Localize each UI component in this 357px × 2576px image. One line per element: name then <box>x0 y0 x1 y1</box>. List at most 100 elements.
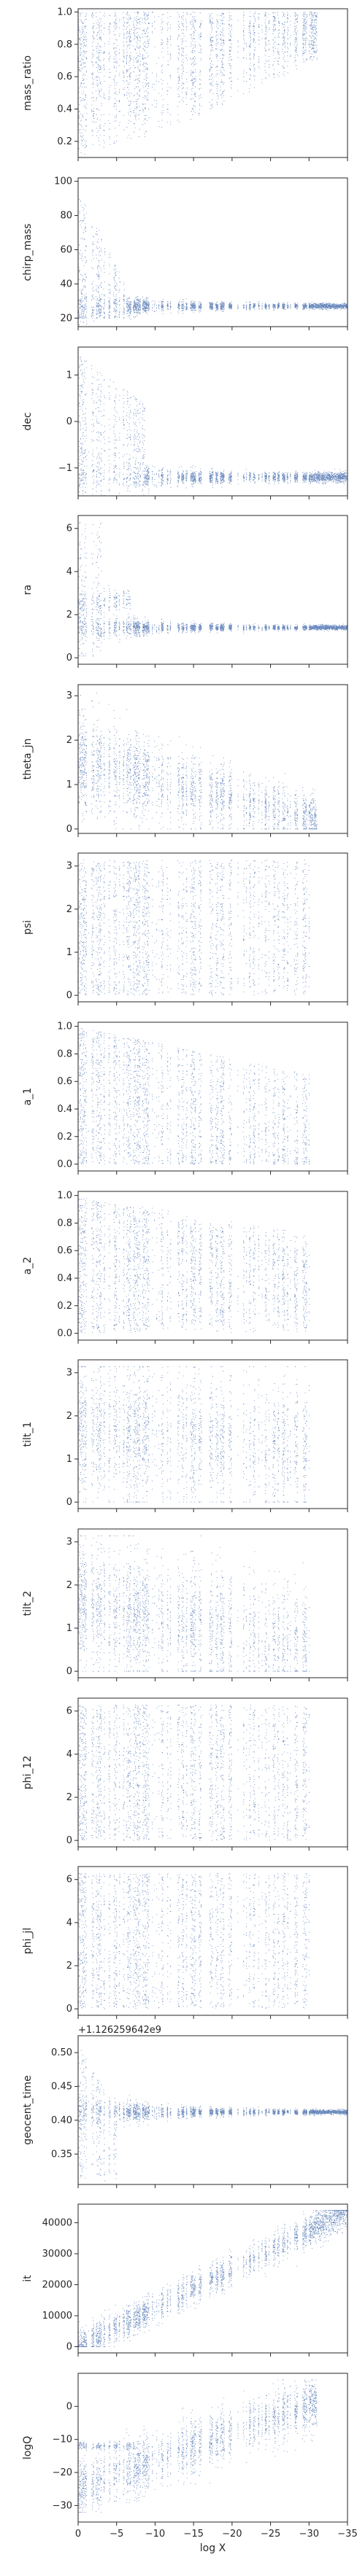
xlabel: log X <box>200 2542 226 2554</box>
panel-geocent_time: 0.35 0.40 0.45 0.50 geocent_time +1.126259642… <box>22 2025 348 2188</box>
xtick-label: −15 <box>183 2529 203 2540</box>
panel-dec: −1 0 1 dec <box>22 346 348 499</box>
scatter-points-dec <box>78 357 348 496</box>
ytick-label: 10000 <box>42 2311 72 2322</box>
scatter-points-tilt_2 <box>78 1536 310 1672</box>
ytick-label: 0 <box>66 2401 72 2412</box>
ytick-label: 6 <box>66 1706 72 1717</box>
ytick-label: 40 <box>60 279 72 289</box>
panel-tilt_2: 0 1 2 3 tilt_2 <box>22 1528 348 1681</box>
ytick-label: 2 <box>66 904 72 915</box>
ytick-label: 1.0 <box>57 1022 72 1032</box>
ytick-label: 80 <box>60 211 72 222</box>
ytick-label: 2 <box>66 1961 72 1972</box>
axes-frame-ra <box>77 515 348 665</box>
ytick-label: −30 <box>53 2500 72 2511</box>
axes-frame-tilt_1 <box>77 1359 348 1509</box>
ytick-label: 0.40 <box>51 2115 72 2126</box>
scatter-points-a_2 <box>78 1198 310 1334</box>
panel-phi_jl: 0 2 4 6 phi_jl <box>22 1866 348 2019</box>
ytick-label: 30000 <box>42 2249 72 2260</box>
scatter-points-ra <box>78 522 348 657</box>
ylabel-theta_jn: theta_jn <box>22 739 34 780</box>
ytick-label: 0.2 <box>57 1301 72 1312</box>
ytick-label: 0 <box>66 2342 72 2353</box>
ytick-label: −10 <box>53 2435 72 2445</box>
ytick-label: 0 <box>66 653 72 664</box>
ylabel-a_1: a_1 <box>22 1088 34 1106</box>
ytick-label: 3 <box>66 861 72 872</box>
ytick-label: 0.2 <box>57 1132 72 1143</box>
ytick-label: 0 <box>66 990 72 1001</box>
ylabel-psi: psi <box>22 920 34 935</box>
ytick-label: 1 <box>66 370 72 381</box>
ylabel-mass_ratio: mass_ratio <box>22 55 34 111</box>
axes-frame-mass_ratio <box>77 8 348 158</box>
ytick-label: 2 <box>66 1411 72 1422</box>
ytick-label: 0 <box>66 1666 72 1677</box>
ylabel-a_2: a_2 <box>22 1257 34 1275</box>
ytick-label: 1 <box>66 947 72 958</box>
axes-frame-geocent_time <box>77 2035 348 2185</box>
axes-frame-phi_12 <box>77 1697 348 1848</box>
scatter-points-logQ <box>78 2379 318 2513</box>
xtick-label: −20 <box>222 2529 242 2540</box>
ytick-label: 0.6 <box>57 1245 72 1256</box>
ylabel-ra: ra <box>22 585 34 595</box>
ytick-label: 0.0 <box>57 1159 72 1170</box>
ylabel-tilt_2: tilt_2 <box>22 1591 34 1616</box>
ytick-label: 0.6 <box>57 1076 72 1087</box>
ytick-label: 1 <box>66 1623 72 1634</box>
scatter-points-geocent_time <box>78 2050 348 2182</box>
ytick-label: 4 <box>66 1749 72 1760</box>
xtick-label: −35 <box>337 2529 357 2540</box>
xtick-label: −30 <box>299 2529 319 2540</box>
ytick-label: 0 <box>66 2004 72 2015</box>
ytick-label: 4 <box>66 1918 72 1929</box>
ytick-label: 0.0 <box>57 1328 72 1339</box>
axes-frame-phi_jl <box>77 1866 348 2016</box>
panel-a_1: 0.0 0.2 0.4 0.6 0.8 1.0 a_1 <box>22 1022 348 1175</box>
ytick-label: 20 <box>60 313 72 324</box>
ytick-label: 6 <box>66 1875 72 1886</box>
ytick-label: 0.50 <box>51 2047 72 2058</box>
scatter-points-phi_12 <box>78 1705 310 1841</box>
xtick-label: 0 <box>75 2529 81 2540</box>
axes-frame-tilt_2 <box>77 1528 348 1678</box>
axes-frame-chirp_mass <box>77 177 348 327</box>
axes-frame-a_1 <box>77 1022 348 1172</box>
ylabel-chirp_mass: chirp_mass <box>22 224 34 281</box>
ytick-label: 0 <box>66 1835 72 1846</box>
xtick-label: −25 <box>261 2529 280 2540</box>
scatter-points-mass_ratio <box>78 12 318 155</box>
ytick-label: 1 <box>66 779 72 790</box>
ytick-label: 100 <box>54 176 72 187</box>
ytick-label: 1.0 <box>57 7 72 17</box>
scatter-points-theta_jn <box>78 692 318 830</box>
panel-ra: 0 2 4 6 ra <box>22 515 348 668</box>
ytick-label: 3 <box>66 1368 72 1379</box>
ytick-label: 0 <box>66 416 72 427</box>
scatter-points-chirp_mass <box>78 198 348 325</box>
ytick-label: 4 <box>66 567 72 577</box>
ytick-label: 0 <box>66 824 72 835</box>
xtick-label: −5 <box>110 2529 123 2540</box>
scatter-points-it <box>78 2210 348 2347</box>
ytick-label: 20000 <box>42 2280 72 2291</box>
ylabel-logQ: logQ <box>22 2436 34 2459</box>
ytick-label: 2 <box>66 1580 72 1591</box>
ytick-label: 0.35 <box>51 2149 72 2160</box>
ytick-label: 60 <box>60 244 72 255</box>
axes-frame-logQ <box>77 2373 348 2523</box>
ylabel-phi_jl: phi_jl <box>22 1928 34 1954</box>
ytick-label: 0.45 <box>51 2082 72 2093</box>
axes-frame-a_2 <box>77 1191 348 1341</box>
ylabel-dec: dec <box>22 412 34 430</box>
ylabel-geocent_time: geocent_time <box>22 2075 34 2144</box>
scatter-points-psi <box>78 860 310 996</box>
panel-a_2: 0.0 0.2 0.4 0.6 0.8 1.0 a_2 <box>22 1191 348 1344</box>
scatter-points-tilt_1 <box>78 1366 310 1503</box>
panel-logQ: −30 −20 −10 0 0 −5 −10 −15 −20 −25 −30 −35 logQ log X <box>22 2373 357 2554</box>
ytick-label: 0 <box>66 1497 72 1508</box>
ytick-label: 3 <box>66 1537 72 1548</box>
